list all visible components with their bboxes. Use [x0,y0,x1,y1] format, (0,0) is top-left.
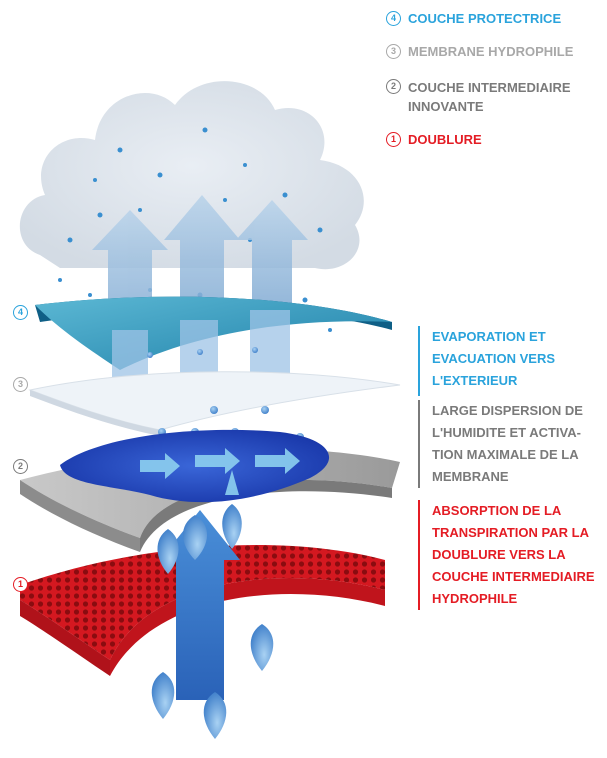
dispersion-arrows [140,448,300,495]
annotation-bar [418,326,420,396]
legend-label: MEMBRANE HYDROPHILE [408,44,574,59]
annotation-absorption: ABSORPTION DE LA TRANSPIRATION PAR LA DO… [418,500,595,610]
legend-number: 2 [386,79,401,94]
layer-3-membrane [28,371,401,436]
annotation-bar [418,500,420,610]
sweat-drops [151,504,274,739]
layer-2-intermediate [20,429,400,552]
legend-label: COUCHE INTERMEDIAIRE INNOVANTE [408,80,571,114]
layer-marker-4: 4 [13,305,28,320]
legend-label: DOUBLURE [408,132,482,147]
annotation-text: ABSORPTION DE LA TRANSPIRATION PAR LA DO… [432,503,595,606]
annotation-bar [418,400,420,488]
legend-item-1: 1 DOUBLURE [386,131,482,149]
legend-label: COUCHE PROTECTRICE [408,11,562,26]
annotation-text: EVAPORATION ET EVACUATION VERS L'EXTERIE… [432,329,556,388]
annotation-evaporation: EVAPORATION ET EVACUATION VERS L'EXTERIE… [418,326,555,396]
layer-marker-3: 3 [13,377,28,392]
legend-number: 3 [386,44,401,59]
annotation-text: LARGE DISPERSION DE L'HUMIDITE ET ACTIVA… [432,403,583,484]
legend-number: 1 [386,132,401,147]
legend-item-3: 3 MEMBRANE HYDROPHILE [386,43,573,61]
legend-number: 4 [386,11,401,26]
legend-item-2: 2 COUCHE INTERMEDIAIRE INNOVANTE [386,78,571,116]
layer-marker-2: 2 [13,459,28,474]
annotation-dispersion: LARGE DISPERSION DE L'HUMIDITE ET ACTIVA… [418,400,583,488]
legend-item-4: 4 COUCHE PROTECTRICE [386,10,561,28]
layer-marker-1: 1 [13,577,28,592]
absorption-arrow [160,510,240,700]
